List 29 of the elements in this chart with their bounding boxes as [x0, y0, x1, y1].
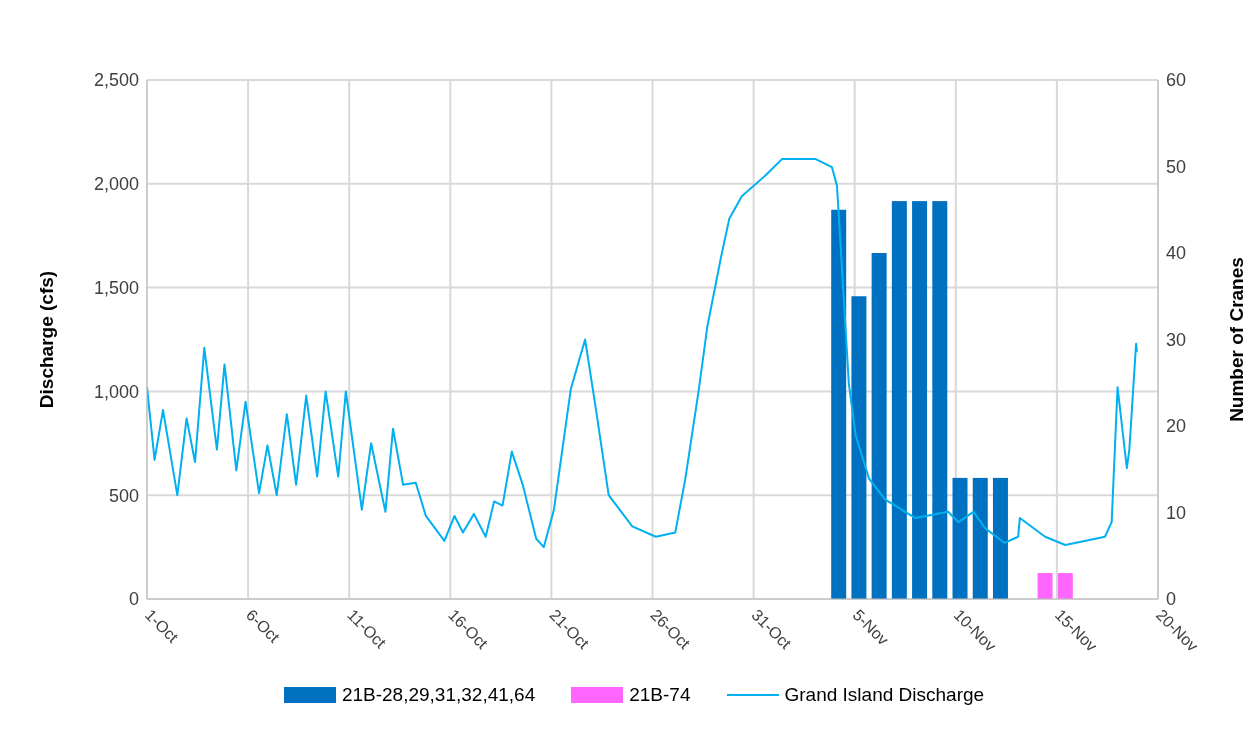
y2-tick-label: 40 — [1166, 243, 1187, 264]
legend-label: 21B-28,29,31,32,41,64 — [341, 684, 536, 706]
legend-label: Grand Island Discharge — [784, 684, 985, 706]
y2-tick-label: 0 — [1166, 589, 1177, 610]
bar — [831, 209, 847, 599]
bar — [1037, 573, 1053, 599]
bar — [952, 477, 968, 599]
y-tick-label: 2,500 — [93, 70, 139, 91]
y-tick-label: 0 — [128, 589, 139, 610]
bar — [912, 201, 928, 599]
bar — [932, 201, 948, 599]
bar — [891, 201, 907, 599]
y2-tick-label: 20 — [1166, 416, 1187, 437]
bar — [1057, 573, 1073, 599]
y-tick-label: 1,500 — [93, 277, 139, 298]
y2-tick-label: 10 — [1166, 502, 1187, 523]
bar — [871, 253, 887, 599]
y2-tick-label: 60 — [1166, 70, 1187, 91]
bar — [972, 477, 988, 599]
y2-tick-label: 50 — [1166, 156, 1187, 177]
y-axis-title: Discharge (cfs) — [35, 270, 57, 409]
legend-label: 21B-74 — [629, 684, 691, 706]
y2-tick-label: 30 — [1166, 329, 1187, 350]
y-tick-label: 1,000 — [93, 381, 139, 402]
y-tick-label: 2,000 — [93, 174, 139, 195]
y2-axis-title: Number of Cranes — [1225, 257, 1247, 422]
bar — [851, 296, 867, 599]
bar — [992, 477, 1008, 599]
y-tick-label: 500 — [108, 485, 139, 506]
